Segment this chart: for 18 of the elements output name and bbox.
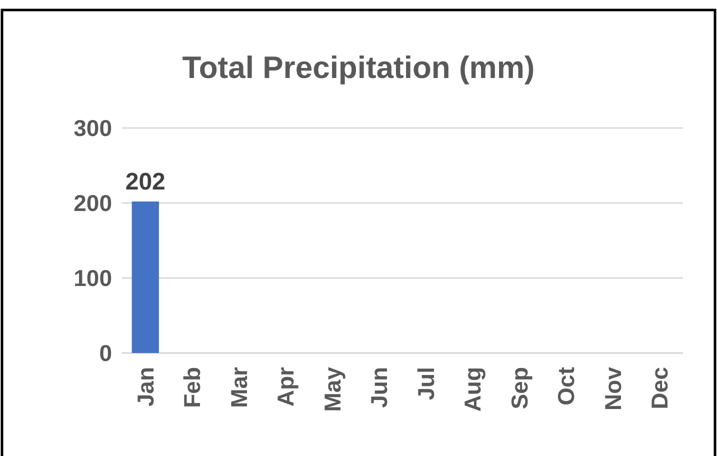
x-tick-label: Dec	[646, 366, 673, 410]
chart-title: Total Precipitation (mm)	[182, 50, 535, 85]
y-tick-label: 300	[74, 115, 112, 142]
x-tick-label: Jun	[366, 367, 392, 408]
x-tick-label: Jul	[412, 367, 439, 400]
x-tick-label: Apr	[272, 366, 299, 407]
x-tick-label: Feb	[179, 367, 206, 408]
x-tick-label: Mar	[226, 366, 252, 408]
y-tick-label: 0	[99, 340, 112, 366]
y-tick-label: 200	[74, 190, 112, 216]
x-tick-label: Aug	[460, 367, 486, 412]
data-label: 202	[125, 168, 166, 196]
x-tick-label: May	[319, 366, 346, 412]
x-tick-label: Nov	[600, 366, 626, 410]
x-tick-label: Sep	[506, 367, 532, 410]
y-tick-label: 100	[74, 265, 112, 292]
x-tick-label: Jan	[132, 367, 158, 407]
x-tick-label: Oct	[553, 366, 580, 406]
